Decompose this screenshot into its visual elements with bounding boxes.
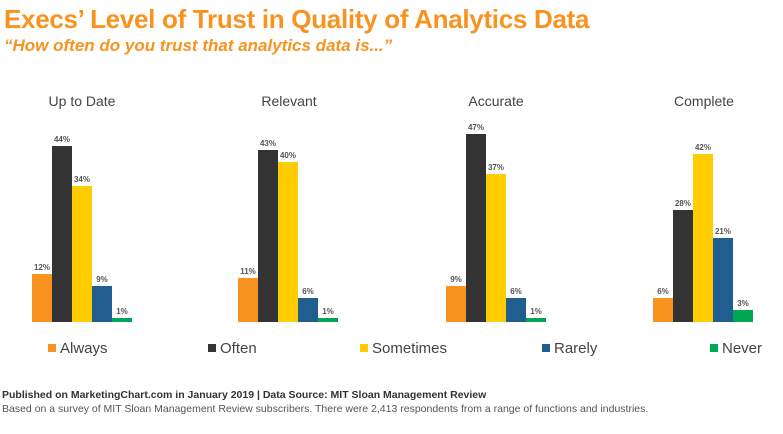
bar-always — [32, 274, 52, 322]
bar-value-label: 6% — [510, 287, 522, 296]
bar-value-label: 12% — [34, 263, 50, 272]
bar-value-label: 28% — [675, 199, 691, 208]
bar-always — [653, 298, 673, 322]
bar-never — [112, 318, 132, 322]
bar-sometimes — [72, 186, 92, 322]
chart-title: Execs’ Level of Trust in Quality of Anal… — [4, 4, 590, 34]
bar-never — [526, 318, 546, 322]
bar-often — [258, 150, 278, 322]
bar-value-label: 6% — [302, 287, 314, 296]
bar-value-label: 40% — [280, 151, 296, 160]
legend-label: Sometimes — [372, 339, 448, 357]
bar-value-label: 9% — [450, 275, 462, 284]
group-label: Up to Date — [49, 93, 116, 109]
legend-item-often: Often — [208, 339, 257, 357]
legend-item-never: Never — [710, 339, 762, 357]
bar-often — [52, 146, 72, 322]
legend-swatch — [542, 344, 550, 352]
bar-never — [318, 318, 338, 322]
bar-value-label: 34% — [74, 175, 90, 184]
bar-often — [673, 210, 693, 322]
bar-value-label: 43% — [260, 139, 276, 148]
legend-swatch — [48, 344, 56, 352]
legend-item-sometimes: Sometimes — [360, 339, 447, 357]
group-label: Accurate — [468, 93, 523, 109]
bar-always — [238, 278, 258, 322]
bar-value-label: 3% — [737, 299, 749, 308]
bar-value-label: 6% — [657, 287, 669, 296]
bar-value-label: 1% — [530, 307, 542, 316]
bar-rarely — [713, 238, 733, 322]
legend-label: Never — [722, 339, 763, 357]
legend-swatch — [710, 344, 718, 352]
bar-sometimes — [693, 154, 713, 322]
bar-value-label: 37% — [488, 163, 504, 172]
chart-subtitle: “How often do you trust that analytics d… — [4, 36, 393, 55]
legend-label: Always — [60, 339, 108, 357]
bar-rarely — [506, 298, 526, 322]
footer-source: Published on MarketingChart.com in Janua… — [2, 389, 487, 401]
bar-value-label: 1% — [322, 307, 334, 316]
legend-label: Often — [220, 339, 257, 357]
group-label: Relevant — [261, 93, 316, 109]
legend-label: Rarely — [554, 339, 598, 357]
bar-value-label: 9% — [96, 275, 108, 284]
bar-value-label: 11% — [240, 267, 256, 276]
bar-sometimes — [278, 162, 298, 322]
bar-rarely — [298, 298, 318, 322]
legend-swatch — [360, 344, 368, 352]
bar-value-label: 21% — [715, 227, 731, 236]
legend-item-rarely: Rarely — [542, 339, 597, 357]
bar-often — [466, 134, 486, 322]
legend-item-always: Always — [48, 339, 108, 357]
bar-sometimes — [486, 174, 506, 322]
bar-value-label: 1% — [116, 307, 128, 316]
legend-swatch — [208, 344, 216, 352]
bar-value-label: 47% — [468, 123, 484, 132]
bar-value-label: 44% — [54, 135, 70, 144]
bar-rarely — [92, 286, 112, 322]
group-label: Complete — [674, 93, 734, 109]
bar-value-label: 42% — [695, 143, 711, 152]
bar-always — [446, 286, 466, 322]
footer-note: Based on a survey of MIT Sloan Managemen… — [2, 403, 649, 415]
bar-never — [733, 310, 753, 322]
